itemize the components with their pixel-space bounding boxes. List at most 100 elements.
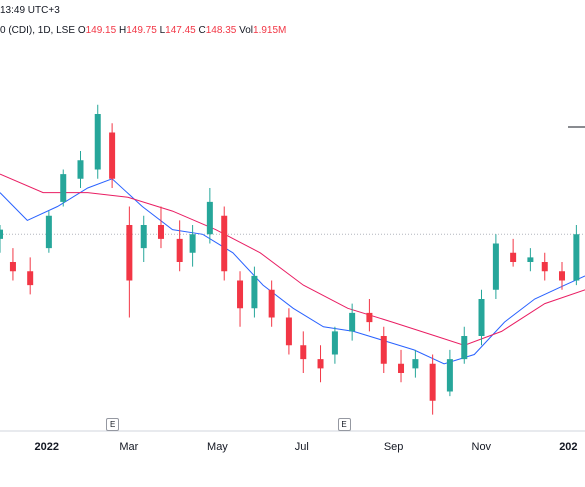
candlestick [9,248,16,281]
close-label: C [198,25,206,36]
candlestick [189,225,196,267]
candlestick [237,271,244,327]
candlestick [331,326,338,364]
candle-body [366,312,373,323]
candle-body [27,271,34,286]
candle-body [94,114,101,170]
open-value: 149.15 [85,25,117,36]
x-tick-label: Jul [294,441,309,453]
candlestick [157,206,164,249]
candlestick [349,303,356,341]
moving-average-line [0,173,585,346]
candle-body [478,299,485,336]
candlestick [461,326,468,364]
x-tick-label: 2022 [34,441,60,453]
candlestick [251,266,258,318]
candle-body [510,252,517,262]
candlestick [60,169,67,207]
candle-body [176,238,183,262]
candlestick [109,123,116,188]
candlestick [176,220,183,272]
candle-body [9,262,16,272]
earnings-event-marker[interactable]: E [337,418,351,431]
candle-body [380,336,387,364]
candle-body [251,275,258,309]
candle-body [109,132,116,179]
candle-body [285,317,292,346]
header-time: 13:49 UTC+3 [0,5,60,16]
candle-body [331,331,338,355]
candlestick [510,238,517,267]
candle-body [412,359,419,369]
candle-body [398,363,405,373]
candlestick [300,331,307,373]
candlestick [268,280,275,327]
candle-body [237,280,244,309]
volume-label: Vol [239,25,254,36]
candle-body [461,336,468,360]
candlestick [94,104,101,179]
candlestick [412,349,419,378]
ohlc-legend: 0 (CDI), 1D, LSE O149.15 H149.75 L147.45… [0,25,286,36]
candlestick [559,262,566,290]
x-tick-label: 202 [559,441,578,453]
x-tick-label: May [207,441,228,453]
candlestick [527,248,534,272]
candle-body [559,271,566,281]
candle-body [221,215,228,272]
candle-body [206,201,213,235]
candlestick [45,211,52,253]
candle-body [429,363,436,401]
candlestick [317,345,324,383]
high-value: 149.75 [126,25,157,36]
candle-body [300,345,307,360]
candlestick [285,308,292,355]
candlestick [206,188,213,244]
candle-body [189,234,196,253]
candlestick [126,206,133,318]
candle-body [45,215,52,249]
candlestick [573,225,580,286]
candle-body [573,234,580,281]
candlestick [398,349,405,383]
candle-body [446,359,453,392]
candlestick [492,234,499,299]
candlestick [0,225,3,253]
candle-body [157,225,164,239]
x-tick-label: Mar [119,441,139,453]
low-value: 147.45 [165,25,196,36]
candle-body [268,289,275,318]
candlestick [140,215,147,262]
candle-body [126,225,133,281]
candlestick [77,151,84,188]
candlestick [478,289,485,346]
high-label: H [118,25,127,36]
candle-body [541,262,548,272]
close-value: 148.35 [205,25,237,36]
candle-body [349,312,356,332]
candle-body [0,229,3,239]
candlestick [446,349,453,397]
candlestick [380,326,387,373]
candle-body [527,257,534,262]
open-label: O [77,25,86,36]
candle-body [317,359,324,369]
earnings-event-marker[interactable]: E [106,418,120,431]
candle-body [77,160,84,179]
candle-body [140,225,147,249]
candlestick [541,252,548,281]
symbol-fragment: 0 (CDI), 1D, LSE [0,25,76,36]
low-label: L [159,25,166,36]
candlestick [366,299,373,332]
x-tick-label: Nov [471,441,492,453]
x-tick-label: Sep [383,441,404,453]
candle-body [60,174,67,202]
candlestick [27,257,34,295]
candlestick [221,206,228,281]
moving-average-line [0,178,585,365]
volume-value: 1.915M [253,25,287,36]
candle-body [492,243,499,290]
candlestick [429,354,436,415]
